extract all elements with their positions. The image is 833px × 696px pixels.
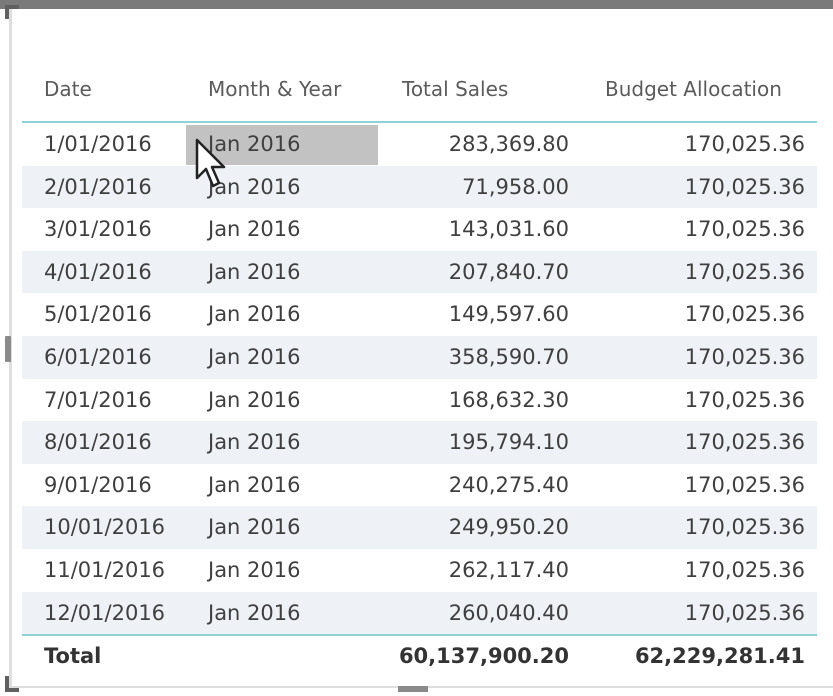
table-row[interactable]: 5/01/2016 Jan 2016 149,597.60 170,025.36 [22,293,817,336]
cell-date[interactable]: 7/01/2016 [44,387,152,412]
cell-budget-allocation[interactable]: 170,025.36 [684,387,805,412]
cell-month-year[interactable]: Jan 2016 [208,174,301,199]
cell-total-sales[interactable]: 283,369.80 [448,132,569,156]
cell-budget-allocation[interactable]: 170,025.36 [684,430,805,455]
table-total-row: Total 60,137,900.20 62,229,281.41 [22,634,817,680]
cell-month-year[interactable]: Jan 2016 [208,387,301,412]
table-row[interactable]: 9/01/2016 Jan 2016 240,275.40 170,025.36 [22,464,817,507]
table-row[interactable]: 1/01/2016 Jan 2016 283,369.80 170,025.36 [22,123,817,166]
table-row[interactable]: 8/01/2016 Jan 2016 195,794.10 170,025.36 [22,421,817,464]
cell-date[interactable]: 6/01/2016 [44,344,152,369]
cell-date[interactable]: 1/01/2016 [44,132,152,156]
sales-table: Date Month & Year Total Sales Budget All… [22,70,817,680]
cell-date[interactable]: 9/01/2016 [44,472,152,497]
cell-budget-allocation[interactable]: 170,025.36 [684,132,805,156]
cell-total-sales[interactable]: 260,040.40 [448,600,569,625]
cell-month-year[interactable]: Jan 2016 [208,600,301,625]
table-row[interactable]: 3/01/2016 Jan 2016 143,031.60 170,025.36 [22,208,817,251]
cell-date[interactable]: 11/01/2016 [44,557,166,582]
selected-cell-highlight [186,125,378,165]
cell-month-year[interactable]: Jan 2016 [208,472,301,497]
cell-total-sales[interactable]: 207,840.70 [448,259,569,284]
column-header-budget-allocation[interactable]: Budget Allocation [605,77,782,101]
table-row[interactable]: 2/01/2016 Jan 2016 71,958.00 170,025.36 [22,165,817,209]
cell-total-sales[interactable]: 262,117.40 [448,557,569,582]
cell-budget-allocation[interactable]: 170,025.36 [684,217,805,242]
cell-total-sales[interactable]: 168,632.30 [448,387,569,412]
table-row[interactable]: 12/01/2016 Jan 2016 260,040.40 170,025.36 [22,591,817,635]
mouse-pointer-icon [195,138,226,188]
cell-month-year[interactable]: Jan 2016 [208,515,301,540]
cell-budget-allocation[interactable]: 170,025.36 [684,344,805,369]
column-header-month-year[interactable]: Month & Year [208,77,342,101]
cell-total-sales[interactable]: 195,794.10 [448,430,569,455]
cell-total-sales[interactable]: 249,950.20 [448,515,569,540]
cell-total-sales[interactable]: 143,031.60 [448,217,569,242]
cell-date[interactable]: 2/01/2016 [44,174,152,199]
cell-budget-allocation[interactable]: 170,025.36 [684,557,805,582]
cell-month-year[interactable]: Jan 2016 [208,302,301,327]
cell-date[interactable]: 10/01/2016 [44,515,166,540]
resize-handle-left[interactable] [5,336,11,362]
cell-month-year[interactable]: Jan 2016 [208,217,301,242]
table-row[interactable]: 11/01/2016 Jan 2016 262,117.40 170,025.36 [22,549,817,592]
window-top-bar [0,0,833,9]
cell-date[interactable]: 5/01/2016 [44,302,152,327]
cell-month-year[interactable]: Jan 2016 [208,259,301,284]
cell-date[interactable]: 8/01/2016 [44,430,152,455]
table-row[interactable]: 10/01/2016 Jan 2016 249,950.20 170,025.36 [22,506,817,549]
cell-total-sales[interactable]: 149,597.60 [448,302,569,327]
cell-month-year[interactable]: Jan 2016 [208,132,301,156]
cell-budget-allocation[interactable]: 170,025.36 [684,174,805,199]
column-header-total-sales[interactable]: Total Sales [402,77,509,101]
cell-month-year[interactable]: Jan 2016 [208,344,301,369]
total-budget-value: 62,229,281.41 [634,644,805,669]
cell-date[interactable]: 4/01/2016 [44,259,152,284]
cell-budget-allocation[interactable]: 170,025.36 [684,515,805,540]
column-header-date[interactable]: Date [44,77,92,101]
resize-handle-bottom[interactable] [398,686,428,692]
total-sales-value: 60,137,900.20 [398,644,569,669]
cell-total-sales[interactable]: 358,590.70 [448,344,569,369]
cell-budget-allocation[interactable]: 170,025.36 [684,472,805,497]
table-header-row: Date Month & Year Total Sales Budget All… [22,70,817,123]
total-label: Total [44,644,102,669]
resize-handle-bottom-left[interactable] [5,676,19,692]
cell-budget-allocation[interactable]: 170,025.36 [684,259,805,284]
table-row[interactable]: 4/01/2016 Jan 2016 207,840.70 170,025.36 [22,250,817,294]
table-row[interactable]: 6/01/2016 Jan 2016 358,590.70 170,025.36 [22,335,817,379]
cell-month-year[interactable]: Jan 2016 [208,430,301,455]
resize-handle-top-left[interactable] [5,5,19,19]
cell-date[interactable]: 12/01/2016 [44,600,166,625]
table-body: 1/01/2016 Jan 2016 283,369.80 170,025.36 2/0… [22,123,817,635]
cell-date[interactable]: 3/01/2016 [44,217,152,242]
cell-budget-allocation[interactable]: 170,025.36 [684,302,805,327]
cell-total-sales[interactable]: 240,275.40 [448,472,569,497]
cell-total-sales[interactable]: 71,958.00 [462,174,569,199]
table-row[interactable]: 7/01/2016 Jan 2016 168,632.30 170,025.36 [22,379,817,422]
cell-month-year[interactable]: Jan 2016 [208,557,301,582]
cell-budget-allocation[interactable]: 170,025.36 [684,600,805,625]
